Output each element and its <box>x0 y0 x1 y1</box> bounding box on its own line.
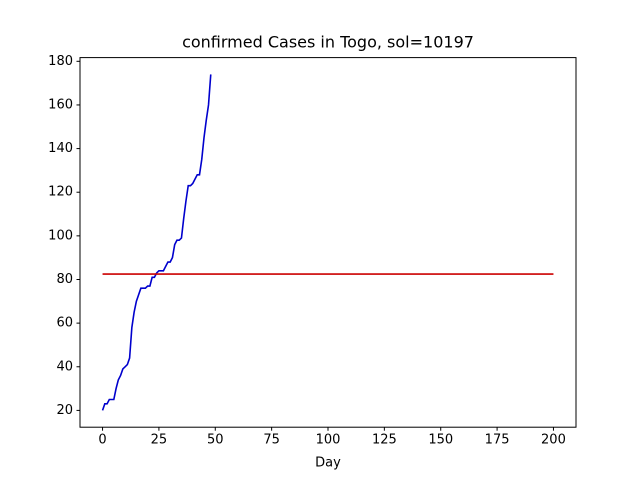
x-axis-label: Day <box>315 456 341 471</box>
data-line <box>101 74 212 411</box>
x-tick-label: 25 <box>151 433 168 448</box>
y-tick-label: 40 <box>56 359 73 374</box>
x-tick-label: 75 <box>263 433 280 448</box>
y-tick-label: 100 <box>48 228 73 243</box>
y-tick-label: 160 <box>48 97 73 112</box>
x-tick-label: 175 <box>485 433 510 448</box>
y-tick-label: 80 <box>56 272 73 287</box>
x-tick-label: 125 <box>372 433 397 448</box>
x-tick-label: 200 <box>541 433 566 448</box>
y-tick-label: 140 <box>48 141 73 156</box>
y-tick-label: 180 <box>48 54 73 69</box>
y-tick-label: 20 <box>56 403 73 418</box>
axes-frame <box>79 57 577 428</box>
x-tick-label: 0 <box>98 433 106 448</box>
x-tick-label: 100 <box>316 433 341 448</box>
x-tick-label: 50 <box>207 433 224 448</box>
chart-title: confirmed Cases in Togo, sol=10197 <box>182 33 474 52</box>
y-tick-label: 60 <box>56 316 73 331</box>
x-tick-label: 150 <box>428 433 453 448</box>
y-tick-label: 120 <box>48 185 73 200</box>
